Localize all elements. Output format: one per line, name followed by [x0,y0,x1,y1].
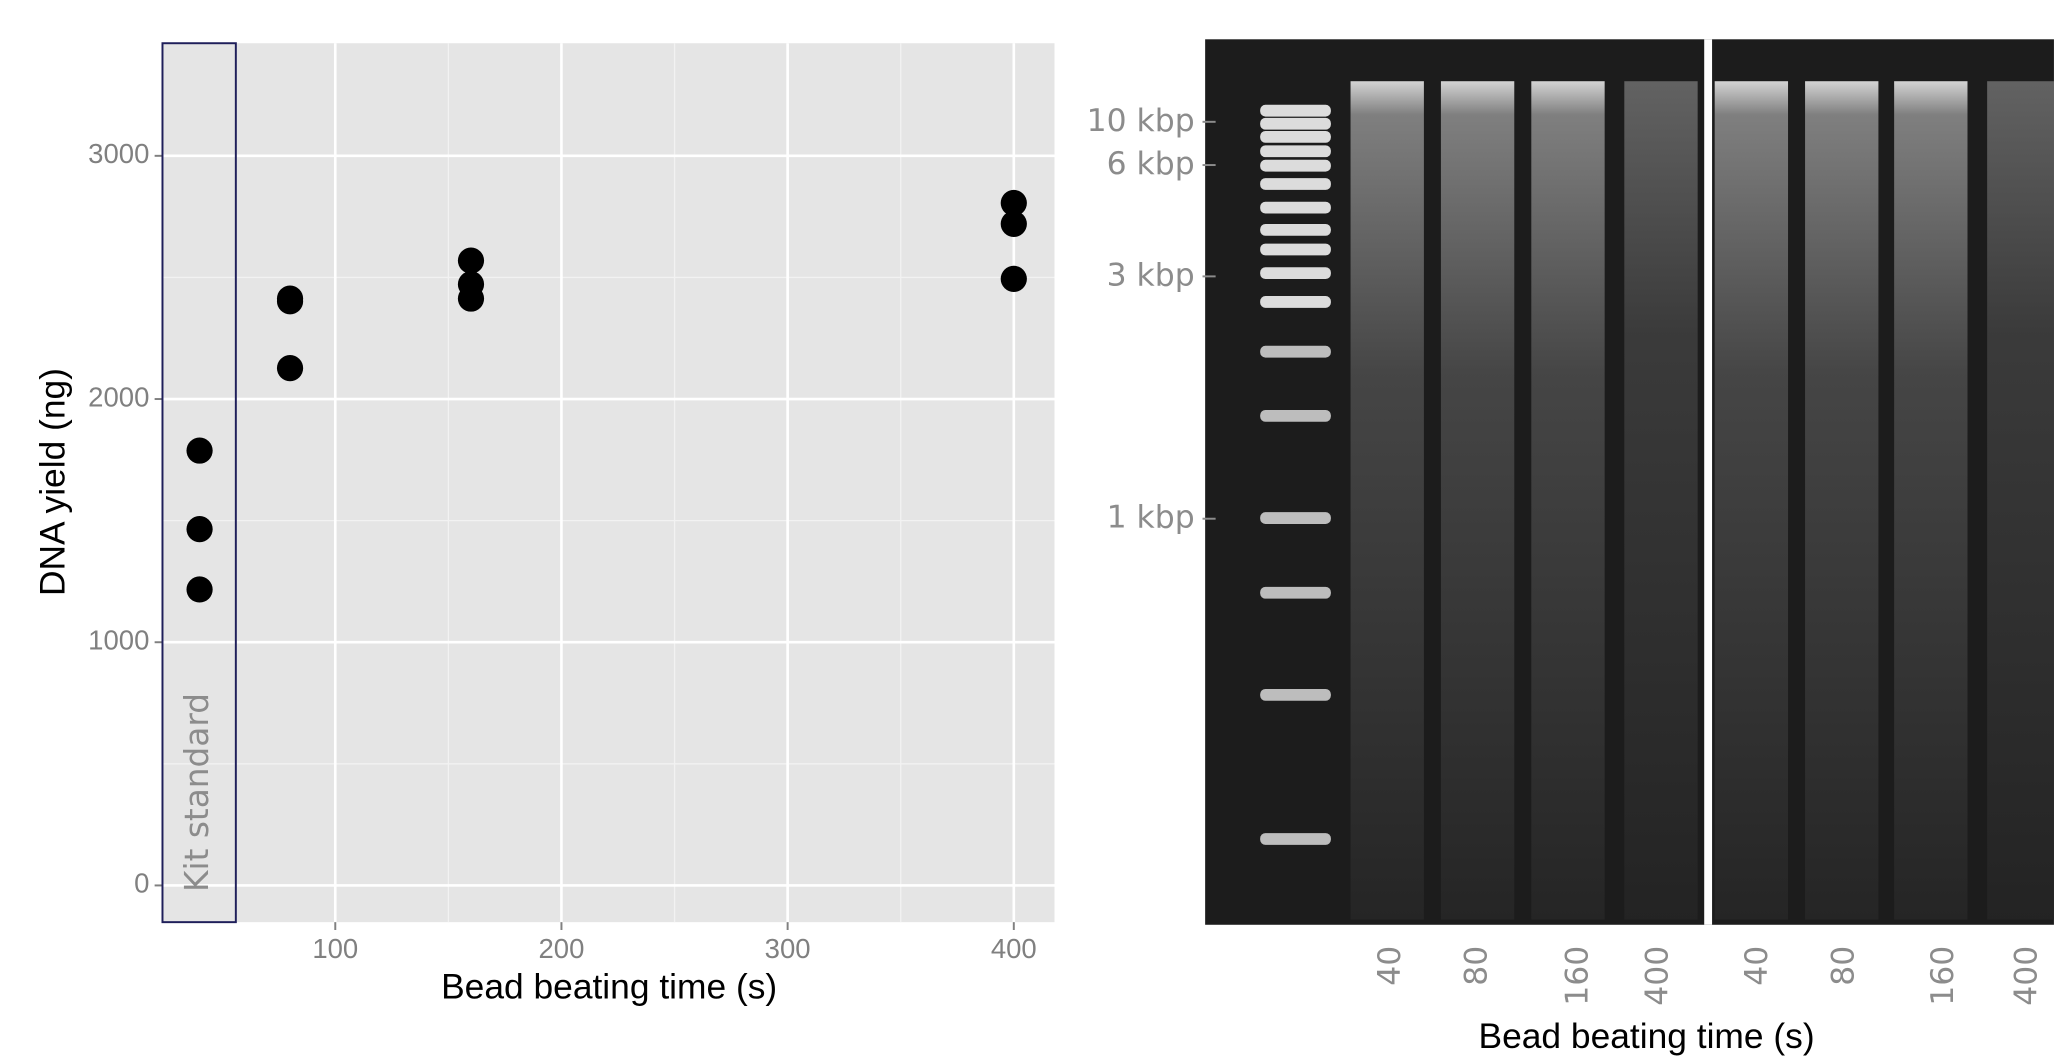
lane-label: 40 [1372,946,1408,986]
gel-lane [1624,81,1698,920]
y-tick-label: 1000 [88,624,149,655]
x-tick-label: 300 [765,933,811,964]
ladder-band [1260,117,1331,130]
point [1000,189,1027,217]
gel-divider [1704,39,1713,925]
point [276,355,304,382]
y-axis-title: DNA yield (ng) [33,368,72,596]
ladder-band [1260,586,1331,599]
point [457,285,485,312]
gel-lane [1987,81,2054,920]
ladder-band [1260,201,1331,214]
ladder-band [1260,345,1331,358]
y-tick-label: 3000 [88,138,149,169]
ladder-band [1260,833,1331,845]
ladder-band [1260,243,1331,256]
lane-label: 400 [1639,946,1675,1006]
ladder-band [1260,267,1331,280]
lane-label: 80 [1825,946,1861,986]
ladder-band [1260,409,1331,422]
lane-label: 160 [1925,946,1961,1006]
ladder-band [1260,145,1331,158]
annotation: Kit standard [178,693,216,892]
ladder-band [1260,130,1331,143]
annotation-box [161,42,237,924]
size-marker-label: 6 kbp [1107,146,1195,182]
point [186,437,213,464]
size-marker-label: 10 kbp [1087,103,1195,139]
lane-label: 80 [1459,946,1495,986]
x-axis-title: Bead beating time (s) [441,967,777,1006]
ladder-band [1260,512,1331,524]
ladder-band [1260,178,1331,190]
point [276,288,304,315]
ladder-band [1260,223,1331,236]
y-tick-label: 0 [134,868,149,899]
point [1000,210,1027,238]
gel-lane [1714,81,1789,920]
gel-lane [1894,81,1968,920]
x-tick-label: 100 [312,933,358,964]
point [457,247,485,274]
size-marker-label: 3 kbp [1107,257,1195,293]
size-marker-label: 1 kbp [1107,500,1195,536]
ladder-band [1260,296,1331,308]
x-tick-label: 200 [539,933,585,964]
lane-label: 400 [2009,946,2045,1006]
lane-label: 40 [1739,946,1775,986]
gel-lane [1531,81,1605,920]
ladder-band [1260,104,1331,117]
gel-lane [1350,81,1424,920]
point [186,576,213,603]
point [186,516,213,543]
gel-lane [1440,81,1515,920]
ladder-band [1260,159,1331,172]
point [1000,265,1027,292]
lane-label: 160 [1559,946,1595,1006]
x-tick-label: 400 [991,933,1037,964]
ladder-band [1260,688,1331,701]
plot-panel [162,43,1055,923]
y-tick-label: 2000 [88,381,149,412]
plot-area: 100 200 300 400 0 1000 2000 3000 Kit standard [88,42,1055,964]
gel-x-title: Bead beating time (s) [1479,1017,1815,1056]
gel-image [1205,39,2054,925]
gel-lane [1805,81,1879,920]
